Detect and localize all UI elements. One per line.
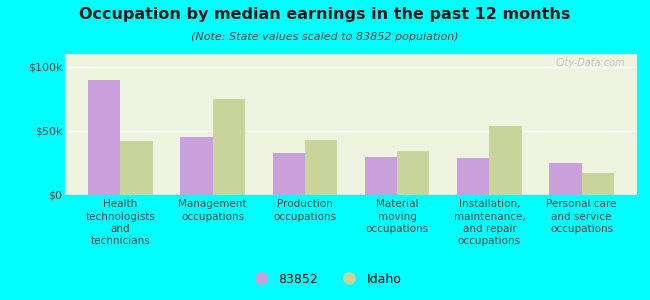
- Bar: [549, 163, 582, 195]
- Bar: [88, 80, 120, 195]
- Text: (Note: State values scaled to 83852 population): (Note: State values scaled to 83852 popu…: [191, 32, 459, 41]
- Bar: [365, 157, 397, 195]
- Bar: [457, 158, 489, 195]
- Text: City-Data.com: City-Data.com: [556, 58, 625, 68]
- Bar: [582, 173, 614, 195]
- Text: Occupation by median earnings in the past 12 months: Occupation by median earnings in the pas…: [79, 8, 571, 22]
- Bar: [489, 126, 522, 195]
- Bar: [213, 99, 245, 195]
- Bar: [180, 137, 213, 195]
- Legend: 83852, Idaho: 83852, Idaho: [243, 268, 407, 291]
- Bar: [120, 141, 153, 195]
- Bar: [272, 153, 305, 195]
- Bar: [305, 140, 337, 195]
- Bar: [397, 152, 430, 195]
